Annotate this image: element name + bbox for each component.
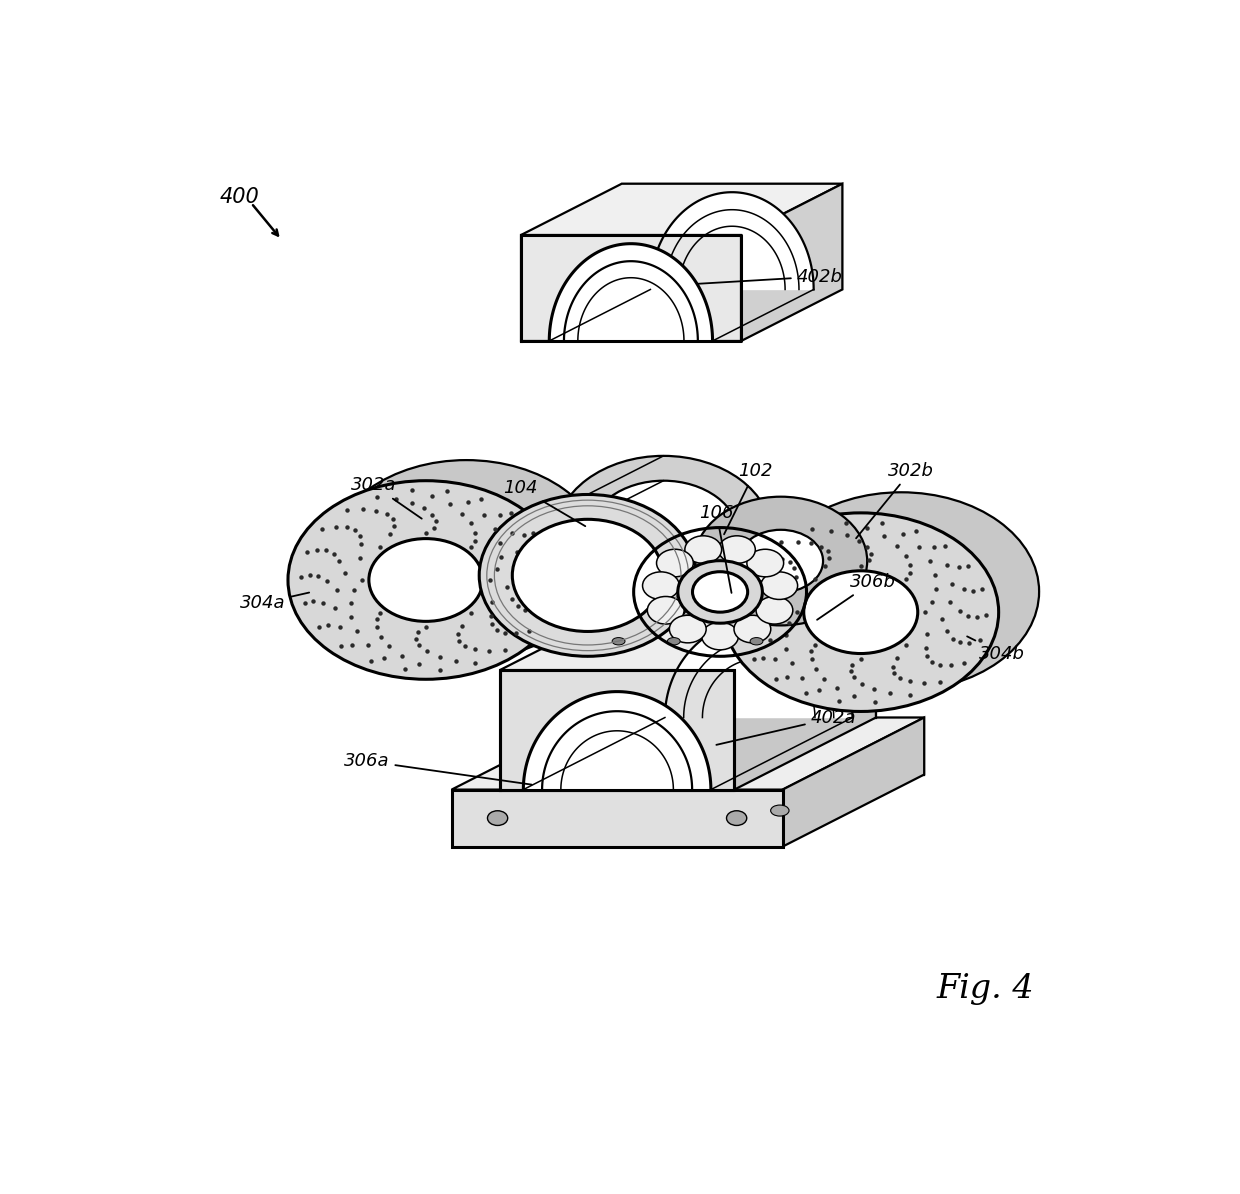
- Text: 302b: 302b: [856, 462, 934, 538]
- Ellipse shape: [656, 549, 693, 577]
- Polygon shape: [451, 718, 924, 789]
- Ellipse shape: [409, 518, 523, 601]
- Ellipse shape: [770, 805, 789, 816]
- Ellipse shape: [692, 572, 748, 613]
- Ellipse shape: [756, 597, 792, 624]
- Polygon shape: [500, 598, 875, 670]
- Polygon shape: [593, 718, 924, 775]
- Text: 304a: 304a: [241, 592, 309, 613]
- Ellipse shape: [718, 536, 755, 564]
- Ellipse shape: [667, 638, 681, 645]
- Ellipse shape: [512, 519, 663, 632]
- Ellipse shape: [727, 811, 746, 825]
- Text: 104: 104: [503, 479, 585, 527]
- Ellipse shape: [750, 638, 763, 645]
- Ellipse shape: [368, 538, 482, 621]
- Ellipse shape: [739, 530, 823, 592]
- Ellipse shape: [764, 492, 1039, 691]
- Polygon shape: [782, 718, 924, 847]
- Polygon shape: [521, 235, 742, 341]
- Ellipse shape: [647, 597, 684, 624]
- Ellipse shape: [844, 550, 959, 633]
- Polygon shape: [451, 789, 782, 847]
- Text: 402a: 402a: [717, 709, 856, 745]
- Text: 400: 400: [219, 187, 259, 208]
- Polygon shape: [742, 184, 842, 341]
- Ellipse shape: [684, 536, 722, 564]
- Ellipse shape: [288, 481, 564, 679]
- Text: 306a: 306a: [345, 752, 532, 784]
- Ellipse shape: [479, 494, 696, 657]
- Ellipse shape: [723, 513, 998, 712]
- Ellipse shape: [329, 460, 604, 659]
- Text: 302a: 302a: [351, 476, 422, 518]
- Ellipse shape: [487, 811, 507, 825]
- Ellipse shape: [642, 572, 680, 599]
- Text: Fig. 4: Fig. 4: [936, 973, 1034, 1005]
- Text: 304b: 304b: [967, 636, 1024, 663]
- Ellipse shape: [588, 481, 739, 593]
- Text: 402b: 402b: [698, 267, 842, 285]
- Ellipse shape: [556, 456, 773, 617]
- Polygon shape: [523, 691, 711, 789]
- Ellipse shape: [746, 549, 784, 577]
- Polygon shape: [621, 184, 842, 289]
- Ellipse shape: [670, 615, 706, 642]
- Text: 306b: 306b: [817, 573, 895, 620]
- Polygon shape: [549, 244, 713, 341]
- Ellipse shape: [761, 572, 797, 599]
- Polygon shape: [641, 598, 875, 718]
- Text: 102: 102: [724, 462, 773, 534]
- Ellipse shape: [694, 497, 867, 626]
- Polygon shape: [665, 620, 852, 718]
- Polygon shape: [651, 192, 813, 289]
- Ellipse shape: [613, 638, 625, 645]
- Polygon shape: [521, 184, 842, 235]
- Polygon shape: [500, 670, 734, 789]
- Text: 106: 106: [699, 504, 734, 593]
- Polygon shape: [734, 598, 875, 789]
- Ellipse shape: [702, 622, 739, 650]
- Ellipse shape: [734, 615, 771, 642]
- Ellipse shape: [804, 571, 918, 653]
- Ellipse shape: [678, 561, 763, 623]
